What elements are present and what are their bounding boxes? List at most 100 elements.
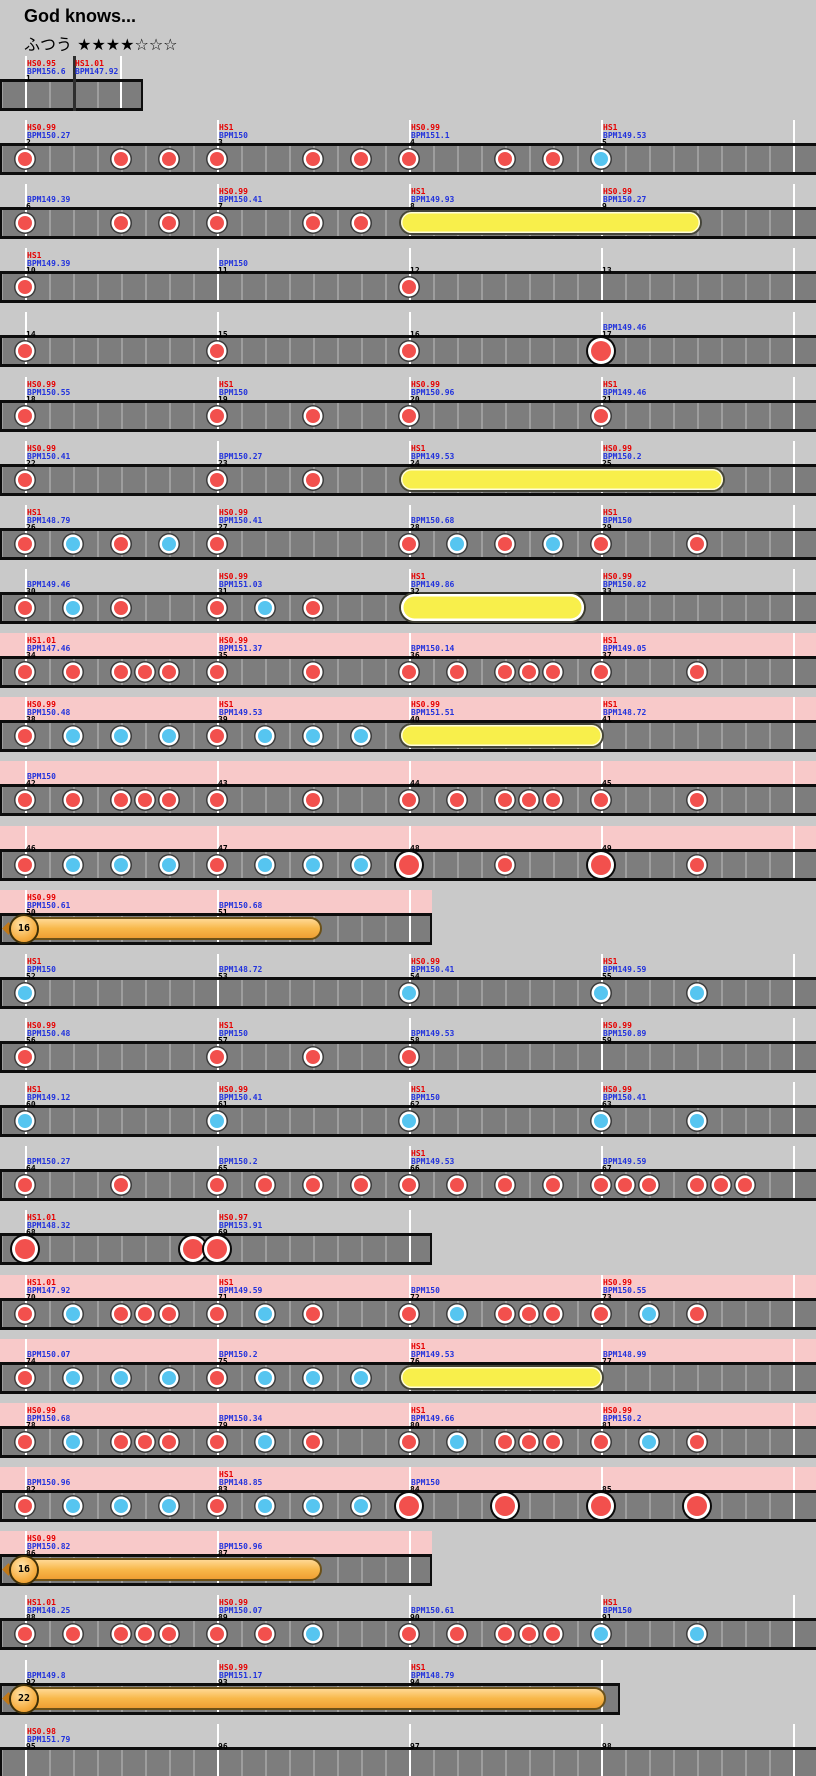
measure-barline <box>409 377 411 429</box>
measure-number: 27 <box>218 523 228 532</box>
don-note <box>258 1178 272 1192</box>
measure-number: 48 <box>410 844 420 853</box>
beat-line <box>145 1044 147 1070</box>
beat-line <box>313 531 315 557</box>
beat-line <box>145 338 147 364</box>
beat-line <box>721 787 723 813</box>
beat-line <box>457 980 459 1006</box>
measure-number: 29 <box>602 523 612 532</box>
beat-line <box>265 531 267 557</box>
beat-line <box>481 659 483 685</box>
hs-label: HS0.99 <box>219 1085 248 1094</box>
don-note <box>114 216 128 230</box>
measure-number: 7 <box>218 202 223 211</box>
beat-line <box>529 274 531 300</box>
drumroll <box>401 469 723 490</box>
hs-label: HS1 <box>411 1085 426 1094</box>
measure-barline <box>793 1467 795 1519</box>
measure-number: 10 <box>26 266 36 275</box>
beat-line <box>49 1108 51 1134</box>
measure-barline <box>601 697 603 749</box>
ka-note <box>594 1114 608 1128</box>
gogo-band <box>0 761 816 784</box>
label-band <box>0 1018 816 1041</box>
bpm-label: BPM148.72 <box>219 965 263 974</box>
don-note <box>546 1307 560 1321</box>
beat-line <box>145 146 147 172</box>
measure-barline <box>25 633 27 685</box>
balloon-count: 16 <box>17 1564 31 1575</box>
beat-line <box>769 1044 771 1070</box>
measure-barline <box>793 1146 795 1198</box>
measure-number: 83 <box>218 1485 228 1494</box>
don-note <box>18 1371 32 1385</box>
track-border-bottom <box>0 1006 816 1009</box>
beat-line <box>745 1044 747 1070</box>
measure-barline <box>217 248 219 300</box>
track-left-cap <box>0 1490 2 1522</box>
hs-label: HS0.99 <box>27 700 56 709</box>
beat-line <box>769 531 771 557</box>
beat-line <box>385 146 387 172</box>
measure-barline <box>793 826 795 878</box>
beat-line <box>457 338 459 364</box>
beat-line <box>97 1429 99 1455</box>
bpm-label: BPM147.92 <box>27 1286 71 1295</box>
beat-line <box>49 1429 51 1455</box>
bpm-label: BPM150 <box>219 388 248 397</box>
don-note <box>18 1627 32 1641</box>
beat-line <box>289 723 291 749</box>
measure-barline <box>793 1724 795 1776</box>
ka-note <box>306 1627 320 1641</box>
ka-note <box>258 1499 272 1513</box>
bpm-label: BPM153.91 <box>219 1221 263 1230</box>
track-right-cap <box>430 913 432 945</box>
track-border-top <box>0 1618 816 1621</box>
measure-barline <box>601 377 603 429</box>
beat-line <box>1 659 3 685</box>
beat-line <box>745 210 747 236</box>
beat-line <box>337 852 339 878</box>
beat-line <box>769 1621 771 1647</box>
don-note <box>114 1627 128 1641</box>
track-border-bottom <box>0 1262 432 1265</box>
beat-line <box>49 852 51 878</box>
gogo-band <box>0 1531 432 1554</box>
bpm-label: BPM150.2 <box>219 1157 258 1166</box>
don-note <box>546 1178 560 1192</box>
bpm-label: BPM156.6 <box>27 67 66 76</box>
measure-number: 90 <box>410 1613 420 1622</box>
track-border-bottom <box>0 942 432 945</box>
beat-line <box>289 1429 291 1455</box>
beat-line <box>385 980 387 1006</box>
don-note <box>138 665 152 679</box>
beat-line <box>553 1044 555 1070</box>
measure-barline <box>409 1082 411 1134</box>
big-don-note <box>591 855 611 875</box>
beat-line <box>745 723 747 749</box>
beat-line <box>673 274 675 300</box>
beat-line <box>337 531 339 557</box>
beat-line <box>553 980 555 1006</box>
beat-line <box>337 467 339 493</box>
beat-line <box>121 1108 123 1134</box>
beat-line <box>145 403 147 429</box>
don-note <box>66 1627 80 1641</box>
beat-line <box>1 1365 3 1391</box>
track-border-bottom <box>0 172 816 175</box>
beat-line <box>433 1493 435 1519</box>
beat-line <box>673 1429 675 1455</box>
beat-line <box>265 1044 267 1070</box>
gogo-band <box>0 1339 816 1362</box>
measure-barline <box>217 184 219 236</box>
don-note <box>210 1307 224 1321</box>
beat-line <box>673 1493 675 1519</box>
beat-line <box>553 338 555 364</box>
bpm-label: BPM149.53 <box>603 131 647 140</box>
beat-line <box>289 980 291 1006</box>
bpm-label: BPM150.55 <box>27 388 71 397</box>
beat-line <box>385 659 387 685</box>
bpm-label: BPM150 <box>603 1606 632 1615</box>
beat-line <box>553 852 555 878</box>
track-border-bottom <box>0 621 816 624</box>
